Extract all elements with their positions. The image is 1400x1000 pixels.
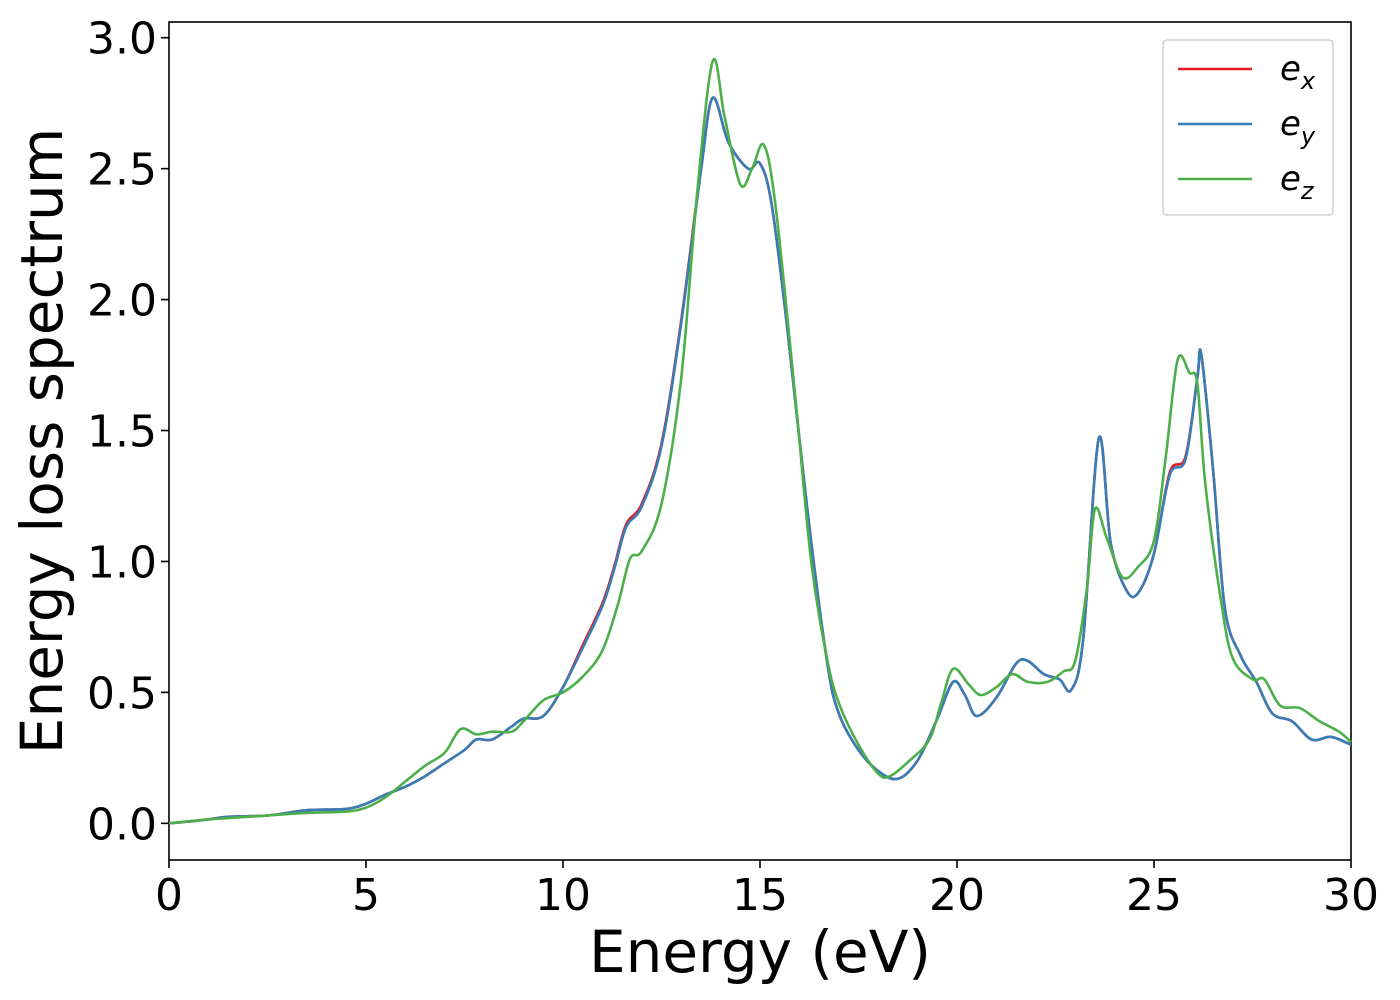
x-tick-label: 30 [1323,870,1379,921]
x-tick-label: 0 [155,870,183,921]
series-layer [168,57,1352,825]
y-tick-label: 0.5 [87,668,157,719]
y-tick-label: 3.0 [87,14,157,65]
series-line-z [168,57,1352,825]
x-axis-title: Energy (eV) [589,918,931,986]
series-line-y [168,96,1352,825]
x-tick-label: 25 [1126,870,1182,921]
x-tick-label: 10 [535,870,591,921]
tick-layer: 0 5 10 15 20 25 30 0.0 0.5 1.0 1.5 2.0 2.5 3.0 [87,14,1379,921]
x-tick-label: 15 [732,870,788,921]
x-tick-label: 20 [929,870,985,921]
x-tick-label: 5 [352,870,380,921]
y-tick-label: 2.5 [87,145,157,196]
y-axis-title: Energy loss spectrum [8,128,76,754]
y-tick-label: 1.0 [87,537,157,588]
y-tick-label: 2.0 [87,276,157,327]
y-tick-label: 1.5 [87,407,157,458]
y-tick-label: 0.0 [87,799,157,850]
legend-box [1162,39,1334,216]
